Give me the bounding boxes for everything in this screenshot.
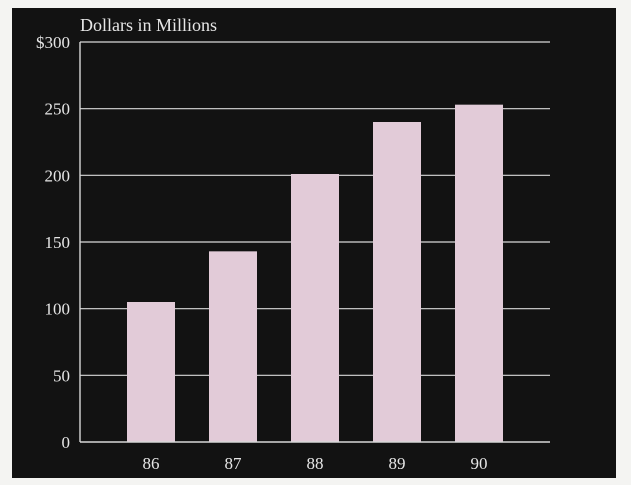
bar-86 <box>127 302 175 442</box>
bar-90 <box>455 104 503 443</box>
bar-layer <box>127 104 503 443</box>
bar-88 <box>291 174 339 442</box>
x-tick-label-86: 86 <box>143 454 160 473</box>
y-axis-title: Dollars in Millions <box>80 15 217 35</box>
bar-87 <box>209 251 257 442</box>
y-tick-label-50: 50 <box>53 366 70 385</box>
axis-layer <box>79 42 550 443</box>
y-tick-label-150: 150 <box>45 233 71 252</box>
y-tick-label-0: 0 <box>62 433 71 452</box>
y-tick-label-100: 100 <box>45 300 71 319</box>
label-layer: Dollars in Millions 0 50 100 150 200 250 $300 8… <box>36 15 488 473</box>
x-tick-label-88: 88 <box>307 454 324 473</box>
y-tick-label-250: 250 <box>45 100 71 119</box>
x-tick-label-87: 87 <box>225 454 243 473</box>
y-tick-label-300: $300 <box>36 33 70 52</box>
x-tick-label-89: 89 <box>389 454 406 473</box>
bar-89 <box>373 122 421 442</box>
x-tick-label-90: 90 <box>471 454 488 473</box>
y-tick-label-200: 200 <box>45 166 71 185</box>
